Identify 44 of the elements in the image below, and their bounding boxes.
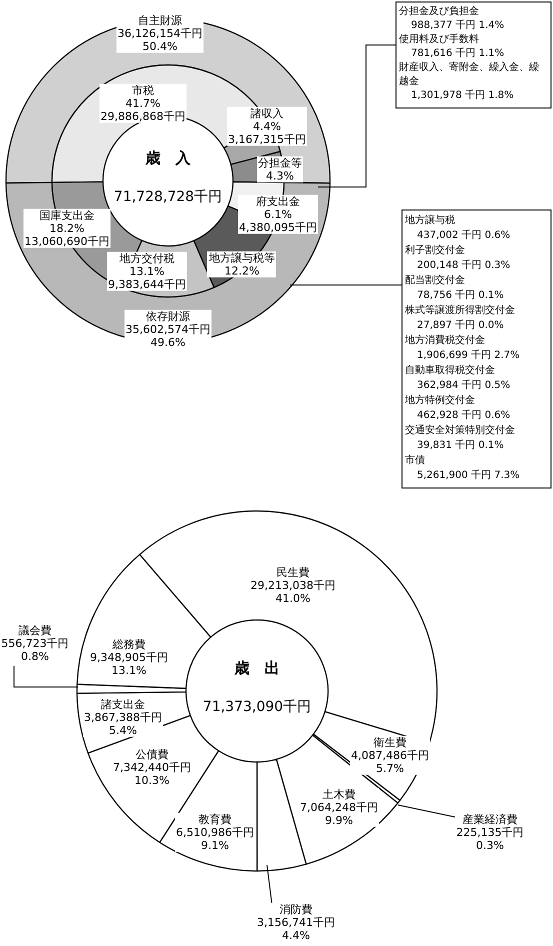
data-label: 41.7% 29,886,868千円	[100, 96, 186, 123]
slice-label: 公債費	[136, 748, 168, 761]
slice-label: 諸支出金	[101, 698, 145, 711]
text: 歳 出	[234, 659, 280, 677]
slice-label: 教育費	[198, 812, 232, 826]
data-label: 7,064,248千円 9.9%	[300, 800, 378, 827]
slice-label: 議会費	[18, 624, 52, 637]
data-label: 36,126,154千円 50.4%	[118, 26, 202, 53]
slice-label: 自主財源	[138, 14, 182, 27]
data-label: 13.1% 9,383,644千円	[108, 264, 186, 291]
data-label: 9,348,905千円 13.1%	[90, 650, 168, 677]
slice-label: 地方譲与税等	[208, 251, 275, 264]
data-label: 29,213,038千円 41.0%	[250, 578, 336, 605]
data-label: 6,510,986千円 9.1%	[176, 826, 254, 852]
text: 分担金及び負担金 988,377 千円 1.4% 使用料及び手数料 781,616 千円 1.1% 財産収入、寄附金、繰入金、繰越金 1,301,978 千円 1.8%	[399, 5, 539, 101]
slice-label: 消防費	[280, 902, 312, 916]
text: 歳 入	[144, 149, 192, 167]
data-label: 3,156,741千円 4.4%	[257, 916, 335, 942]
slice-label: 依存財源	[146, 310, 190, 323]
text: 地方譲与税 437,002 千円 0.6% 利子割交付金 200,148 千円 0.3% 配当割交付金 78,756 千円 0.1% 株式等譲渡所得割交付金 27,897 千円 0.0% 地方消費税交付金 1,906,699 千円 2.7% 自動車取得税交付金 362,984 千円 0.5% 地方特例交付金 462,928 千円 0.6% 交通安全対策特別交付金 39,831 千円 0.1% 市債 5,261,900 千円 7.3%	[405, 215, 520, 481]
data-label: 556,723千円 0.8%	[1, 636, 69, 663]
data-label: 35,602,574千円 49.6%	[126, 322, 210, 349]
slice-label: 国庫支出金	[40, 208, 94, 222]
data-label: 4.4% 3,167,315千円	[228, 120, 306, 146]
data-label: 3,867,388千円 5.4%	[84, 710, 162, 737]
text: 71,373,090千円	[202, 699, 312, 715]
slice-label: 市税	[132, 84, 154, 97]
slice-label: 分担金等	[258, 156, 302, 170]
data-label: 4.3%	[266, 169, 294, 182]
slice-label: 地方交付税	[118, 252, 174, 265]
slice-label: 土木費	[322, 788, 356, 801]
data-label: 6.1% 4,380,095千円	[239, 208, 317, 234]
text: 71,728,728千円	[114, 189, 222, 205]
slice-label: 諸収入	[250, 106, 284, 120]
data-label: 12.2%	[224, 264, 260, 278]
slice-label: 府支出金	[256, 194, 300, 208]
slice-label: 民生費	[276, 566, 310, 579]
data-label: 4,087,486千円 5.7%	[351, 748, 429, 775]
data-label: 7,342,440千円 10.3%	[113, 760, 191, 787]
data-label: 18.2% 13,060,690千円	[24, 222, 110, 248]
slice-label: 総務費	[112, 638, 146, 651]
slice-label: 産業経済費	[462, 812, 518, 826]
slice-label: 衛生費	[374, 736, 406, 749]
data-label: 225,135千円 0.3%	[456, 826, 524, 852]
